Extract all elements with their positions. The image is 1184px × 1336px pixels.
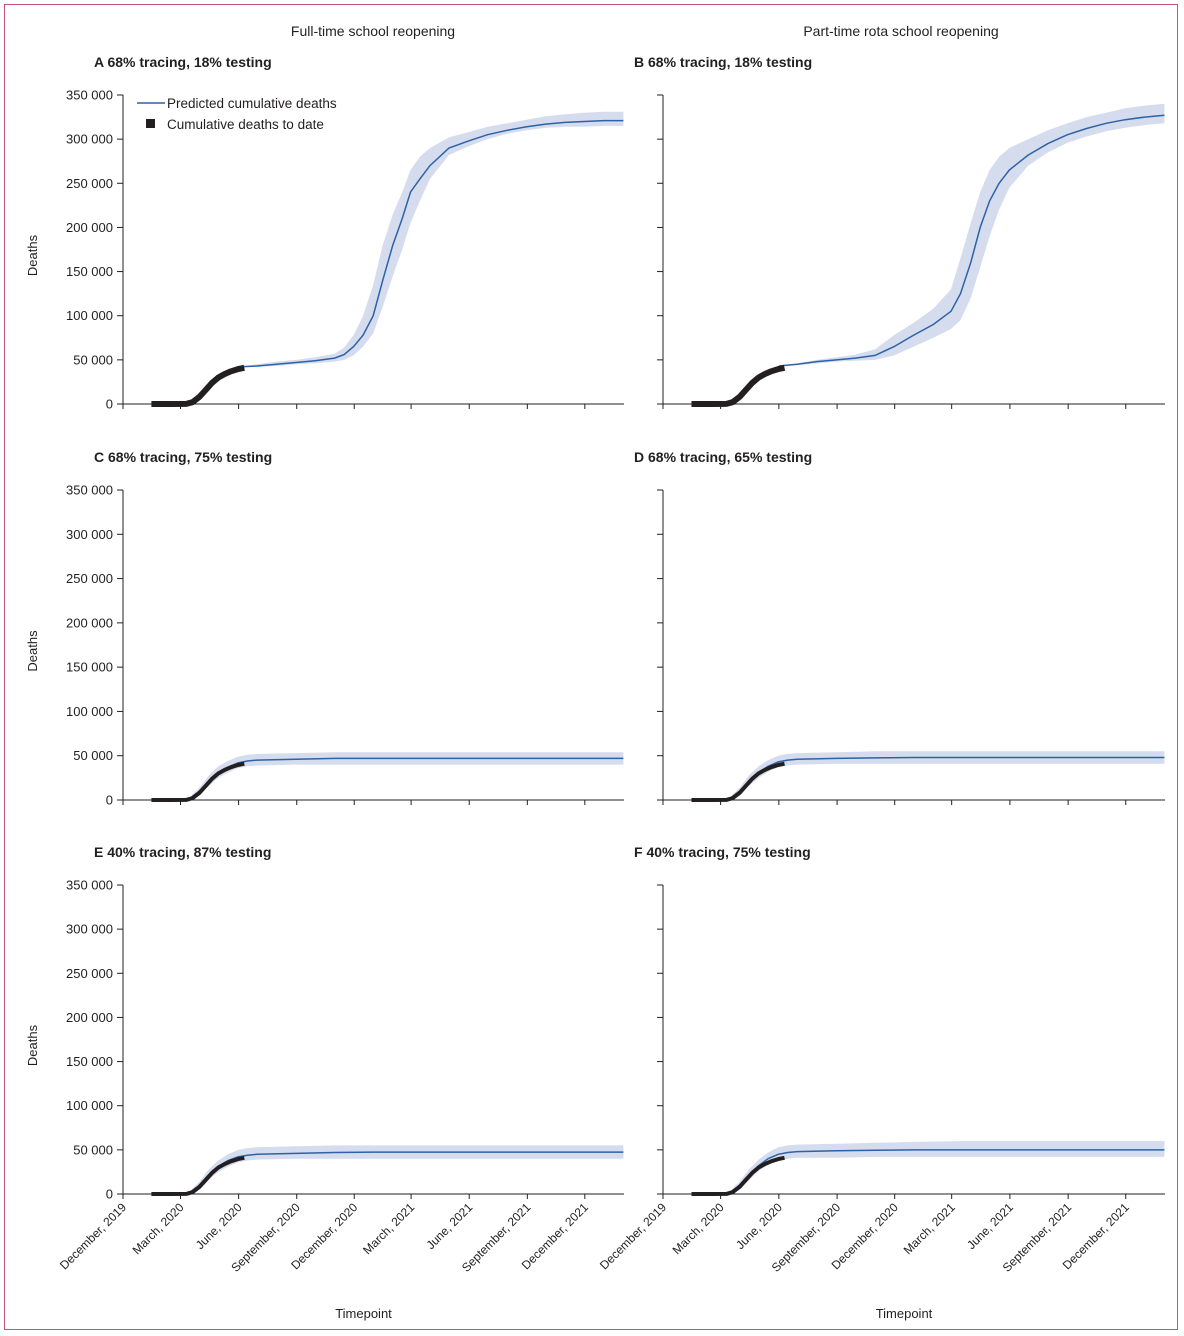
panel-title-text: 68% tracing, 18% testing (107, 54, 271, 70)
confidence-band (238, 111, 624, 367)
y-tick-label: 50 000 (73, 1142, 113, 1157)
chart-panel-f: F 40% tracing, 75% testing December, 2019… (597, 844, 1165, 1321)
y-tick-label: 200 000 (66, 615, 113, 630)
legend-observed-label: Cumulative deaths to date (167, 117, 324, 132)
observed-deaths-line (151, 364, 245, 407)
x-tick-label: December, 2019 (57, 1200, 129, 1272)
x-tick-label: June, 2020 (733, 1200, 785, 1252)
y-tick-label: 100 000 (66, 704, 113, 719)
y-tick-label: 150 000 (66, 660, 113, 675)
chart-panel-e: E 40% tracing, 87% testing 0 50 000 100 000… (25, 844, 624, 1321)
legend: Predicted cumulative deaths Cumulative de… (137, 96, 337, 132)
panel-letter: B (634, 54, 648, 70)
confidence-band (691, 1141, 1165, 1194)
panel-title-text: 68% tracing, 18% testing (648, 54, 812, 70)
x-axis-title: Timepoint (876, 1306, 933, 1321)
y-tick-label: 50 000 (73, 352, 113, 367)
y-axis-title: Deaths (25, 630, 40, 672)
confidence-band (778, 103, 1165, 367)
y-tick-label: 250 000 (66, 571, 113, 586)
y-tick-label: 350 000 (66, 88, 113, 103)
y-axis-title: Deaths (25, 1024, 40, 1066)
y-tick-label: 0 (106, 397, 113, 412)
x-tick-label: March, 2021 (360, 1200, 417, 1257)
y-tick-label: 250 000 (66, 176, 113, 191)
x-tick-label: June, 2021 (964, 1200, 1016, 1252)
observed-deaths-line (691, 761, 785, 802)
column-title: Part-time rota school reopening (803, 23, 998, 39)
x-tick-label: March, 2021 (901, 1200, 958, 1257)
x-tick-label: March, 2020 (670, 1200, 727, 1257)
panel-letter: E (94, 844, 107, 860)
panel-letter: D (634, 449, 648, 465)
x-axis-title: Timepoint (335, 1306, 392, 1321)
panel-title: D 68% tracing, 65% testing (634, 449, 812, 465)
panel-letter: A (94, 54, 107, 70)
chart-panel-a: A 68% tracing, 18% testing 0 50 000 100 000… (25, 54, 624, 412)
panel-title-text: 68% tracing, 65% testing (648, 449, 812, 465)
observed-deaths-line (691, 364, 786, 407)
chart-panel-c: C 68% tracing, 75% testing 0 50 000 100 000… (25, 449, 624, 808)
y-tick-label: 200 000 (66, 220, 113, 235)
panel-title: A 68% tracing, 18% testing (94, 54, 272, 70)
y-tick-label: 300 000 (66, 922, 113, 937)
panel-title-text: 40% tracing, 87% testing (107, 844, 271, 860)
legend-predicted-label: Predicted cumulative deaths (167, 96, 337, 111)
panel-letter: C (94, 449, 108, 465)
y-tick-label: 300 000 (66, 132, 113, 147)
observed-deaths-line (691, 1155, 785, 1196)
panel-title: F 40% tracing, 75% testing (634, 844, 811, 860)
legend-observed-swatch (146, 119, 155, 128)
y-tick-label: 150 000 (66, 1054, 113, 1069)
y-tick-label: 350 000 (66, 483, 113, 498)
panel-title: E 40% tracing, 87% testing (94, 844, 271, 860)
y-tick-label: 150 000 (66, 264, 113, 279)
predicted-deaths-line (237, 119, 624, 368)
y-tick-label: 250 000 (66, 966, 113, 981)
y-tick-label: 0 (106, 793, 113, 808)
panel-title-text: 40% tracing, 75% testing (646, 844, 810, 860)
column-title: Full-time school reopening (291, 23, 455, 39)
chart-panel-b: B 68% tracing, 18% testing (634, 54, 1165, 409)
x-tick-label: June, 2020 (193, 1200, 245, 1252)
predicted-deaths-line (778, 114, 1165, 367)
y-tick-label: 200 000 (66, 1010, 113, 1025)
panel-letter: F (634, 844, 646, 860)
x-tick-label: March, 2020 (130, 1200, 187, 1257)
y-tick-label: 350 000 (66, 878, 113, 893)
y-axis-title: Deaths (25, 234, 40, 276)
confidence-band (691, 751, 1165, 800)
x-tick-label: June, 2021 (423, 1200, 475, 1252)
y-tick-label: 0 (106, 1187, 113, 1202)
confidence-band (151, 1145, 624, 1194)
panel-title: C 68% tracing, 75% testing (94, 449, 272, 465)
x-tick-label: December, 2019 (597, 1200, 669, 1272)
panel-title-text: 68% tracing, 75% testing (108, 449, 272, 465)
observed-deaths-line (151, 761, 245, 802)
y-tick-label: 100 000 (66, 1098, 113, 1113)
observed-deaths-line (151, 1155, 245, 1196)
y-tick-label: 50 000 (73, 748, 113, 763)
confidence-band (151, 752, 624, 800)
chart-panel-d: D 68% tracing, 65% testing (634, 449, 1165, 805)
y-tick-label: 300 000 (66, 527, 113, 542)
figure-frame (4, 4, 1178, 1330)
panel-title: B 68% tracing, 18% testing (634, 54, 812, 70)
y-tick-label: 100 000 (66, 308, 113, 323)
